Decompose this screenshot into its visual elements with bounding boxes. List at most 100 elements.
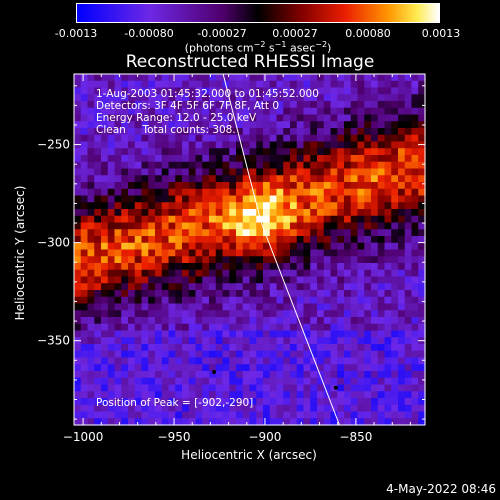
heatmap-cell: [107, 168, 116, 176]
heatmap-cell: [215, 283, 224, 291]
heatmap-cell: [296, 236, 305, 244]
heatmap-cell: [168, 398, 176, 406]
heatmap-cell: [209, 114, 217, 122]
heatmap-cell: [195, 168, 203, 176]
heatmap-cell: [256, 350, 264, 359]
heatmap-cell: [222, 256, 230, 264]
heatmap-cell: [101, 283, 109, 291]
heatmap-cell: [114, 276, 122, 284]
heatmap-cell: [404, 317, 413, 325]
heatmap-cell: [222, 249, 230, 257]
heatmap-cell: [398, 168, 406, 176]
heatmap-cell: [296, 357, 305, 365]
heatmap-cell: [148, 303, 156, 311]
heatmap-cell: [215, 391, 224, 399]
heatmap-cell: [188, 141, 197, 149]
heatmap-cell: [222, 391, 230, 399]
heatmap-cell: [256, 87, 264, 95]
heatmap-cell: [303, 323, 311, 332]
heatmap-cell: [404, 188, 413, 197]
heatmap-cell: [249, 283, 257, 291]
heatmap-cell: [310, 222, 318, 230]
heatmap-cell: [418, 398, 426, 406]
heatmap-cell: [101, 74, 109, 82]
heatmap-cell: [121, 290, 129, 298]
heatmap-cell: [296, 411, 305, 419]
heatmap-cell: [175, 404, 183, 413]
heatmap-cell: [242, 418, 251, 426]
heatmap-cell: [377, 121, 386, 129]
heatmap-cell: [418, 229, 426, 237]
heatmap-cell: [168, 418, 176, 426]
heatmap-cell: [377, 377, 386, 386]
heatmap-cell: [175, 242, 183, 251]
heatmap-cell: [344, 128, 352, 136]
heatmap-cell: [371, 215, 379, 224]
heatmap-cell: [337, 155, 345, 163]
heatmap-cell: [236, 222, 244, 230]
heatmap-cell: [384, 182, 392, 190]
heatmap-cell: [350, 114, 359, 122]
heatmap-cell: [371, 128, 379, 136]
heatmap-cell: [188, 263, 197, 271]
heatmap-cell: [94, 195, 102, 203]
heatmap-cell: [269, 276, 278, 284]
heatmap-cell: [94, 121, 102, 129]
heatmap-cell: [107, 276, 116, 284]
heatmap-cell: [242, 411, 251, 419]
heatmap-cell: [323, 236, 332, 244]
heatmap-cell: [107, 107, 116, 116]
heatmap-cell: [114, 384, 122, 392]
heatmap-cell: [418, 411, 426, 419]
heatmap-cell: [215, 398, 224, 406]
heatmap-cell: [195, 384, 203, 392]
heatmap-cell: [364, 371, 372, 379]
heatmap-cell: [404, 215, 413, 224]
heatmap-cell: [377, 236, 386, 244]
heatmap-cell: [303, 87, 311, 95]
heatmap-cell: [182, 236, 190, 244]
heatmap-cell: [202, 384, 210, 392]
heatmap-cell: [74, 384, 82, 392]
heatmap-cell: [101, 107, 109, 116]
heatmap-cell: [236, 107, 244, 116]
heatmap-cell: [263, 384, 271, 392]
heatmap-cell: [80, 168, 89, 176]
heatmap-cell: [377, 418, 386, 426]
heatmap-cell: [114, 398, 122, 406]
heatmap-cell: [242, 94, 251, 102]
heatmap-cell: [337, 384, 345, 392]
heatmap-cell: [107, 330, 116, 338]
heatmap-cell: [384, 364, 392, 372]
heatmap-cell: [350, 161, 359, 170]
heatmap-cell: [87, 391, 95, 399]
heatmap-cell: [418, 74, 426, 82]
heatmap-cell: [323, 384, 332, 392]
heatmap-cell: [215, 168, 224, 176]
heatmap-cell: [337, 337, 345, 345]
heatmap-cell: [188, 74, 197, 82]
heatmap-cell: [323, 107, 332, 116]
heatmap-cell: [128, 74, 136, 82]
heatmap-cell: [371, 209, 379, 217]
heatmap-cell: [330, 175, 338, 183]
heatmap-cell: [269, 229, 278, 237]
heatmap-cell: [263, 269, 271, 278]
heatmap-cell: [371, 310, 379, 318]
heatmap-cell: [215, 337, 224, 345]
heatmap-cell: [161, 357, 170, 365]
heatmap-cell: [141, 121, 149, 129]
heatmap-cell: [182, 148, 190, 156]
heatmap-cell: [107, 350, 116, 359]
heatmap-cell: [296, 114, 305, 122]
heatmap-cell: [236, 161, 244, 170]
heatmap-cell: [296, 290, 305, 298]
heatmap-cell: [404, 168, 413, 176]
heatmap-cell: [384, 263, 392, 271]
heatmap-cell: [364, 182, 372, 190]
heatmap-cell: [418, 344, 426, 352]
heatmap-cell: [101, 94, 109, 102]
heatmap-cell: [229, 182, 237, 190]
heatmap-cell: [209, 276, 217, 284]
heatmap-cell: [290, 357, 298, 365]
